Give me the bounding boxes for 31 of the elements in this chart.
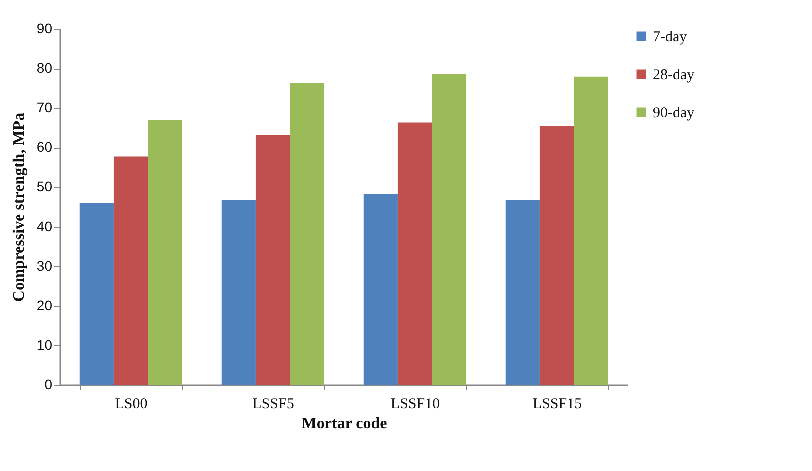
- bar: [540, 126, 574, 385]
- y-tick-label: 60: [36, 139, 53, 156]
- bar: [432, 74, 466, 385]
- y-tick-label: 0: [44, 376, 53, 392]
- legend-label: 7-day: [653, 30, 688, 46]
- bar: [398, 122, 432, 385]
- bar: [148, 120, 182, 385]
- x-tick-label: LS00: [115, 396, 148, 412]
- y-tick-label: 90: [36, 20, 53, 36]
- legend-label: 90-day: [653, 106, 696, 122]
- y-tick-label: 50: [36, 178, 53, 195]
- bar: [506, 200, 540, 385]
- y-tick-label: 10: [36, 336, 53, 353]
- y-tick-label: 30: [36, 258, 53, 274]
- bar: [222, 200, 256, 385]
- bar: [574, 76, 608, 385]
- bar: [364, 194, 398, 385]
- x-tick-label: LSSF10: [390, 396, 440, 412]
- bar: [80, 203, 114, 385]
- bar: [256, 135, 290, 385]
- y-tick-label: 20: [36, 297, 53, 314]
- legend-label: 28-day: [653, 68, 696, 84]
- y-tick-label: 40: [36, 218, 53, 234]
- x-tick-label: LSSF5: [252, 396, 294, 412]
- bar: [114, 156, 148, 385]
- y-tick-label: 70: [36, 100, 53, 116]
- x-tick-label: LSSF15: [532, 396, 582, 412]
- bar: [290, 83, 324, 385]
- y-axis-title: Compressive strength, MPa: [10, 112, 28, 302]
- x-axis-title: Mortar code: [302, 416, 388, 432]
- y-tick-label: 80: [36, 60, 53, 76]
